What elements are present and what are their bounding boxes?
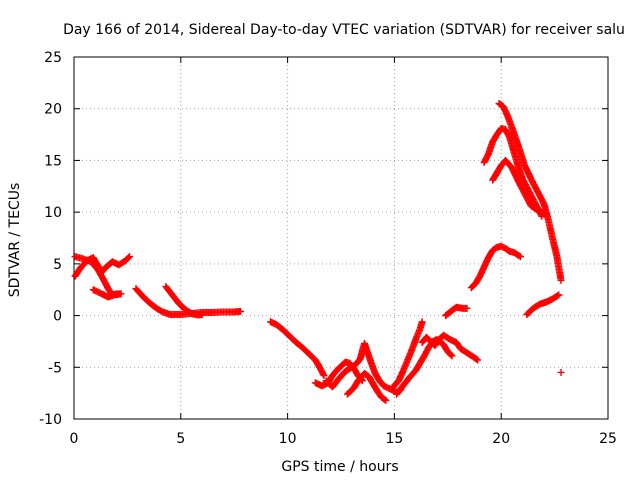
series-s6 [267,318,328,380]
series-s3 [89,286,125,301]
plot-frame [73,56,609,420]
data-point [320,372,328,380]
series-s2 [71,253,134,280]
series-s16 [495,100,565,284]
data-point [237,307,245,315]
series-s9 [343,369,390,404]
x-tick-label: 0 [70,431,79,447]
series-s13 [442,303,471,320]
data-point [418,318,426,326]
data-point [539,209,547,217]
x-tick-label: 15 [385,431,403,447]
data-point [319,370,327,378]
tick-labels: 0 5 10 15 20 25 -10 -5 0 5 10 15 20 25 [39,50,617,447]
data-point [448,352,456,360]
y-tick-label: -5 [48,360,62,376]
data-point [557,368,565,376]
y-tick-label: 20 [44,102,62,118]
data-marks [71,100,565,404]
grid-lines [74,57,608,419]
axes [73,56,609,420]
series-s15 [480,124,546,220]
y-tick-label: -10 [39,412,62,428]
data-point [126,253,134,261]
data-point [124,254,132,262]
data-point [516,253,524,261]
y-axis-label: SDTVAR / TECUs [7,183,23,298]
series-s12 [418,331,482,364]
data-point [557,276,565,284]
y-tick-label: 5 [53,257,62,273]
data-point [447,351,455,359]
series-s17 [489,156,548,218]
chart-title: Day 166 of 2014, Sidereal Day-to-day VTE… [63,22,625,38]
x-tick-label: 20 [492,431,510,447]
y-tick-label: 25 [44,50,62,66]
series-s18 [523,291,563,319]
series-outlier [557,368,565,376]
data-point [515,252,523,260]
x-tick-label: 10 [279,431,297,447]
data-point [381,396,389,404]
data-point [117,290,125,298]
series-s5 [162,283,206,319]
y-tick-label: 15 [44,153,62,169]
x-tick-label: 5 [176,431,185,447]
series-s10 [388,318,426,392]
y-tick-label: 10 [44,205,62,221]
series-s14 [467,242,524,292]
data-point [473,355,481,363]
data-point [382,396,390,404]
data-point [554,292,562,300]
data-point [555,291,563,299]
data-point [463,304,471,312]
x-axis-label: GPS time / hours [281,459,398,475]
y-tick-label: 0 [53,309,62,325]
data-point [540,210,548,218]
x-tick-label: 25 [599,431,617,447]
data-point [474,356,482,364]
data-point [198,311,206,319]
